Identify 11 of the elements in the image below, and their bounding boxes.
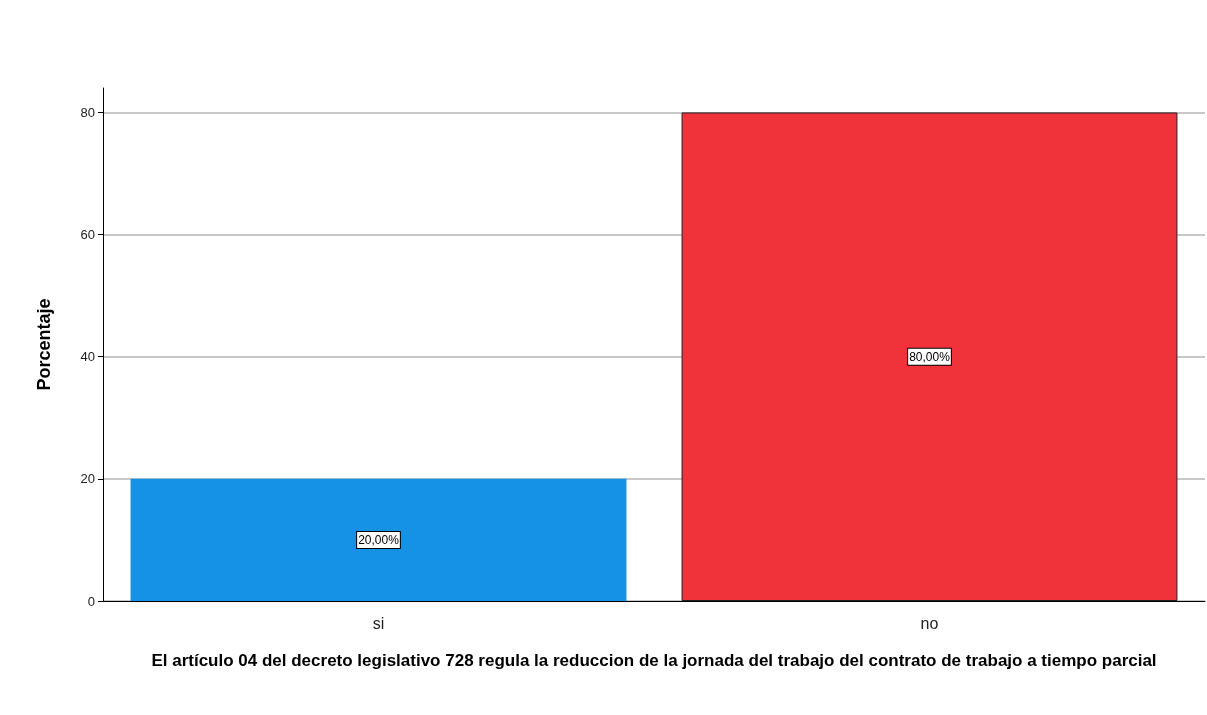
y-tick-label: 80	[80, 104, 95, 120]
x-tick-label: si	[372, 614, 385, 632]
y-tick-label: 20	[80, 471, 95, 487]
x-axis-title: El artículo 04 del decreto legislativo 728 regula la reduccion de la jornada del trabajo del contrato de trabajo a tiempo parcial	[151, 650, 1157, 670]
y-tick-label: 40	[80, 349, 95, 365]
data-label: 20,00%	[358, 532, 400, 547]
y-tick-label: 0	[87, 593, 95, 609]
y-axis-title: Porcentaje	[34, 298, 54, 391]
y-tick-label: 60	[80, 227, 95, 243]
x-tick-label: no	[920, 614, 939, 632]
data-label: 80,00%	[909, 349, 951, 364]
